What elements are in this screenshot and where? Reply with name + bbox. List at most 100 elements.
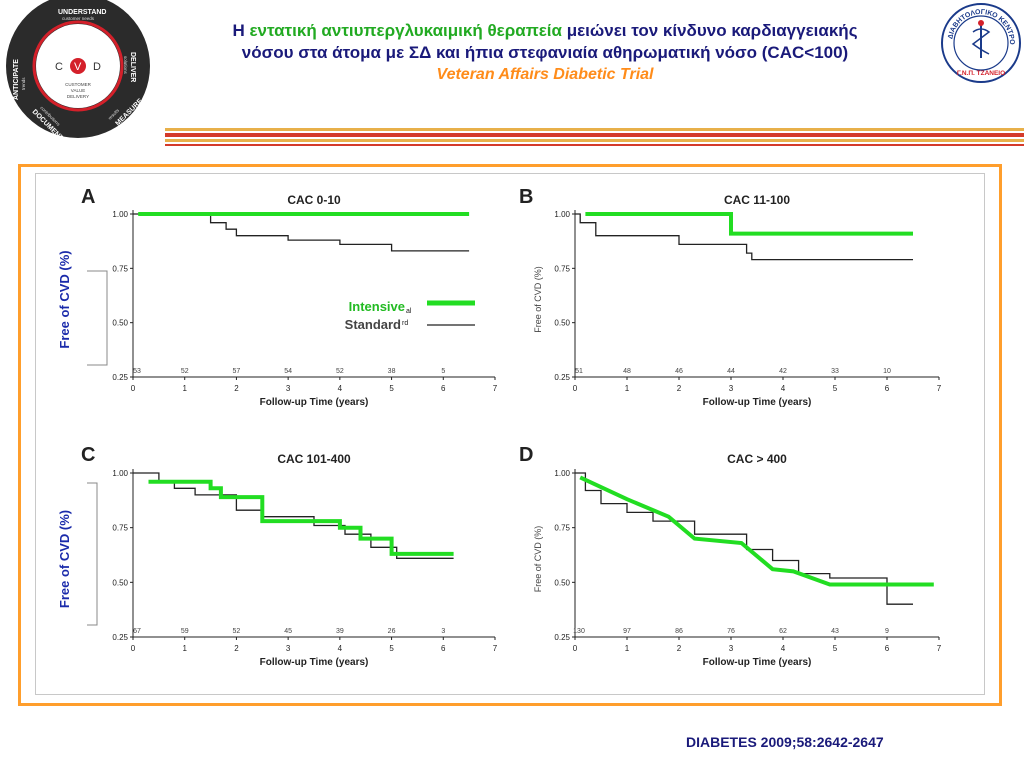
panel-letter: A bbox=[81, 186, 95, 208]
chart-title: CAC > 400 bbox=[727, 452, 787, 466]
panel-letter: D bbox=[519, 444, 533, 466]
y-tick-label: 1.00 bbox=[112, 469, 128, 478]
at-risk-count: 76 bbox=[727, 628, 735, 635]
x-tick-label: 4 bbox=[338, 384, 343, 393]
ring-label-understand: UNDERSTAND bbox=[58, 9, 106, 16]
x-tick-label: 0 bbox=[573, 384, 578, 393]
x-axis-label: Follow-up Time (years) bbox=[703, 657, 812, 668]
y-tick-label: 0.50 bbox=[554, 578, 570, 587]
x-tick-label: 6 bbox=[885, 384, 890, 393]
y-tick-label: 0.75 bbox=[112, 524, 128, 533]
y-tick-label: 0.25 bbox=[554, 373, 570, 382]
x-tick-label: 0 bbox=[131, 644, 136, 653]
x-tick-label: 2 bbox=[234, 644, 239, 653]
y-tick-label: 0.75 bbox=[112, 264, 128, 273]
at-risk-count: 10 bbox=[883, 368, 891, 375]
title-rest-line1: μειώνει τον κίνδυνο καρδιαγγειακής bbox=[561, 21, 858, 40]
chart-legend: Intensive al Standard rd bbox=[345, 299, 475, 332]
series-line-standard bbox=[133, 213, 470, 252]
y-tick-label: 0.75 bbox=[554, 264, 570, 273]
legend-label-standard: Standard bbox=[345, 317, 401, 332]
title-prefix: Η bbox=[232, 21, 250, 40]
chart-title: CAC 11-100 bbox=[724, 193, 790, 207]
legend-sup-standard: rd bbox=[402, 320, 408, 327]
series-line-standard bbox=[575, 472, 913, 605]
at-risk-count: 5 bbox=[441, 368, 445, 375]
ring-sub-deliver: solutions bbox=[123, 56, 128, 75]
series-line-intensive bbox=[579, 475, 934, 587]
ring-label-anticipate: ANTICIPATE bbox=[13, 59, 20, 100]
x-tick-label: 7 bbox=[493, 384, 498, 393]
header-stripe-red bbox=[165, 133, 1024, 137]
x-tick-label: 5 bbox=[389, 384, 394, 393]
x-tick-label: 2 bbox=[234, 384, 239, 393]
y-tick-label: 0.25 bbox=[554, 633, 570, 642]
bracket-panel-c bbox=[87, 482, 98, 626]
x-tick-label: 5 bbox=[833, 384, 838, 393]
header-stripe-gold bbox=[165, 128, 1024, 131]
x-tick-label: 4 bbox=[781, 384, 786, 393]
x-axis-label: Follow-up Time (years) bbox=[703, 397, 812, 408]
y-axis-label: Free of CVD (%) bbox=[533, 266, 543, 333]
at-risk-count: 52 bbox=[233, 628, 241, 635]
x-tick-label: 3 bbox=[729, 384, 734, 393]
at-risk-count: 130 bbox=[573, 628, 585, 635]
at-risk-count: 3 bbox=[441, 628, 445, 635]
panel-a: A CAC 0-10 1.00 0.75 0.50 0.250 1 2 3 4 5 6 7 Follow-… bbox=[57, 186, 498, 408]
x-tick-label: 4 bbox=[338, 644, 343, 653]
at-risk-count: 97 bbox=[623, 628, 631, 635]
logo-center-text-3: DELIVERY bbox=[67, 94, 89, 99]
x-tick-label: 6 bbox=[441, 644, 446, 653]
x-tick-label: 7 bbox=[493, 644, 498, 653]
at-risk-count: 26 bbox=[388, 628, 396, 635]
x-tick-label: 7 bbox=[937, 384, 942, 393]
x-axis-label: Follow-up Time (years) bbox=[260, 397, 369, 408]
chart-title: CAC 0-10 bbox=[287, 193, 341, 207]
x-tick-label: 6 bbox=[441, 384, 446, 393]
kaplan-meier-charts: A CAC 0-101.000.750.500.250 1 2 3 4 5 6 7Follow-… bbox=[57, 186, 942, 668]
y-axis-label: Free of CVD (%) bbox=[57, 510, 72, 608]
legend-sup-intensive: al bbox=[406, 308, 412, 315]
series-line-intensive bbox=[585, 212, 913, 236]
title-line2: νόσου στα άτομα με ΣΔ και ήπια στεφανιαί… bbox=[241, 43, 849, 62]
at-risk-count: 86 bbox=[675, 628, 683, 635]
header-stripe-gold2 bbox=[165, 139, 1024, 142]
at-risk-count: 42 bbox=[779, 368, 787, 375]
x-tick-label: 1 bbox=[182, 644, 187, 653]
x-axis-label: Follow-up Time (years) bbox=[260, 657, 369, 668]
logo-center-text-2: VALUE bbox=[71, 88, 85, 93]
logo-letter-v: V bbox=[74, 61, 82, 73]
x-tick-label: 4 bbox=[781, 644, 786, 653]
y-tick-label: 0.50 bbox=[554, 319, 570, 328]
diabetes-center-logo: ΔΙΑΒΗΤΟΛΟΓΙΚΟ ΚΕΝΤΡΟ Γ.Ν.Π. ΤΖΑΝΕΙΟ bbox=[940, 2, 1022, 84]
at-risk-count: 39 bbox=[336, 628, 344, 635]
series-line-intensive bbox=[148, 479, 454, 556]
series-line-standard bbox=[575, 213, 913, 261]
y-tick-label: 0.25 bbox=[112, 633, 128, 642]
at-risk-count: 51 bbox=[575, 368, 583, 375]
x-tick-label: 1 bbox=[625, 384, 630, 393]
logo-center-text-1: CUSTOMER bbox=[65, 82, 91, 87]
ring-sub-anticipate: trends bbox=[21, 77, 26, 90]
at-risk-count: 52 bbox=[336, 368, 344, 375]
slide-subtitle: Veteran Affairs Diabetic Trial bbox=[436, 66, 654, 83]
x-tick-label: 5 bbox=[833, 644, 838, 653]
logo-letter-d: D bbox=[93, 61, 101, 73]
x-tick-label: 7 bbox=[937, 644, 942, 653]
y-tick-label: 1.00 bbox=[112, 210, 128, 219]
legend-label-intensive: Intensive bbox=[349, 299, 405, 314]
x-tick-label: 3 bbox=[286, 384, 291, 393]
logo-bottom-text: Γ.Ν.Π. ΤΖΑΝΕΙΟ bbox=[957, 70, 1005, 77]
panel-letter: C bbox=[81, 444, 95, 466]
header-stripe-red2 bbox=[165, 144, 1024, 146]
figure-frame: A CAC 0-10 1.00 0.75 0.50 0.25 0 1 2 3 4 5 6 7 Follow-… bbox=[18, 164, 1002, 706]
at-risk-count: 59 bbox=[181, 628, 189, 635]
x-tick-label: 3 bbox=[286, 644, 291, 653]
caduceus-icon bbox=[971, 20, 991, 58]
panel-b: B CAC 11-100 1.00 0.75 0.50 0.250 1 2 3 4 5 6 7 Follo… bbox=[519, 186, 942, 408]
cvd-logo: UNDERSTAND DELIVER MEASURE DOCUMENT ANTI… bbox=[0, 0, 158, 150]
at-risk-count: 67 bbox=[133, 628, 141, 635]
bracket-panel-a bbox=[87, 270, 108, 366]
y-axis-label: Free of CVD (%) bbox=[533, 526, 543, 593]
